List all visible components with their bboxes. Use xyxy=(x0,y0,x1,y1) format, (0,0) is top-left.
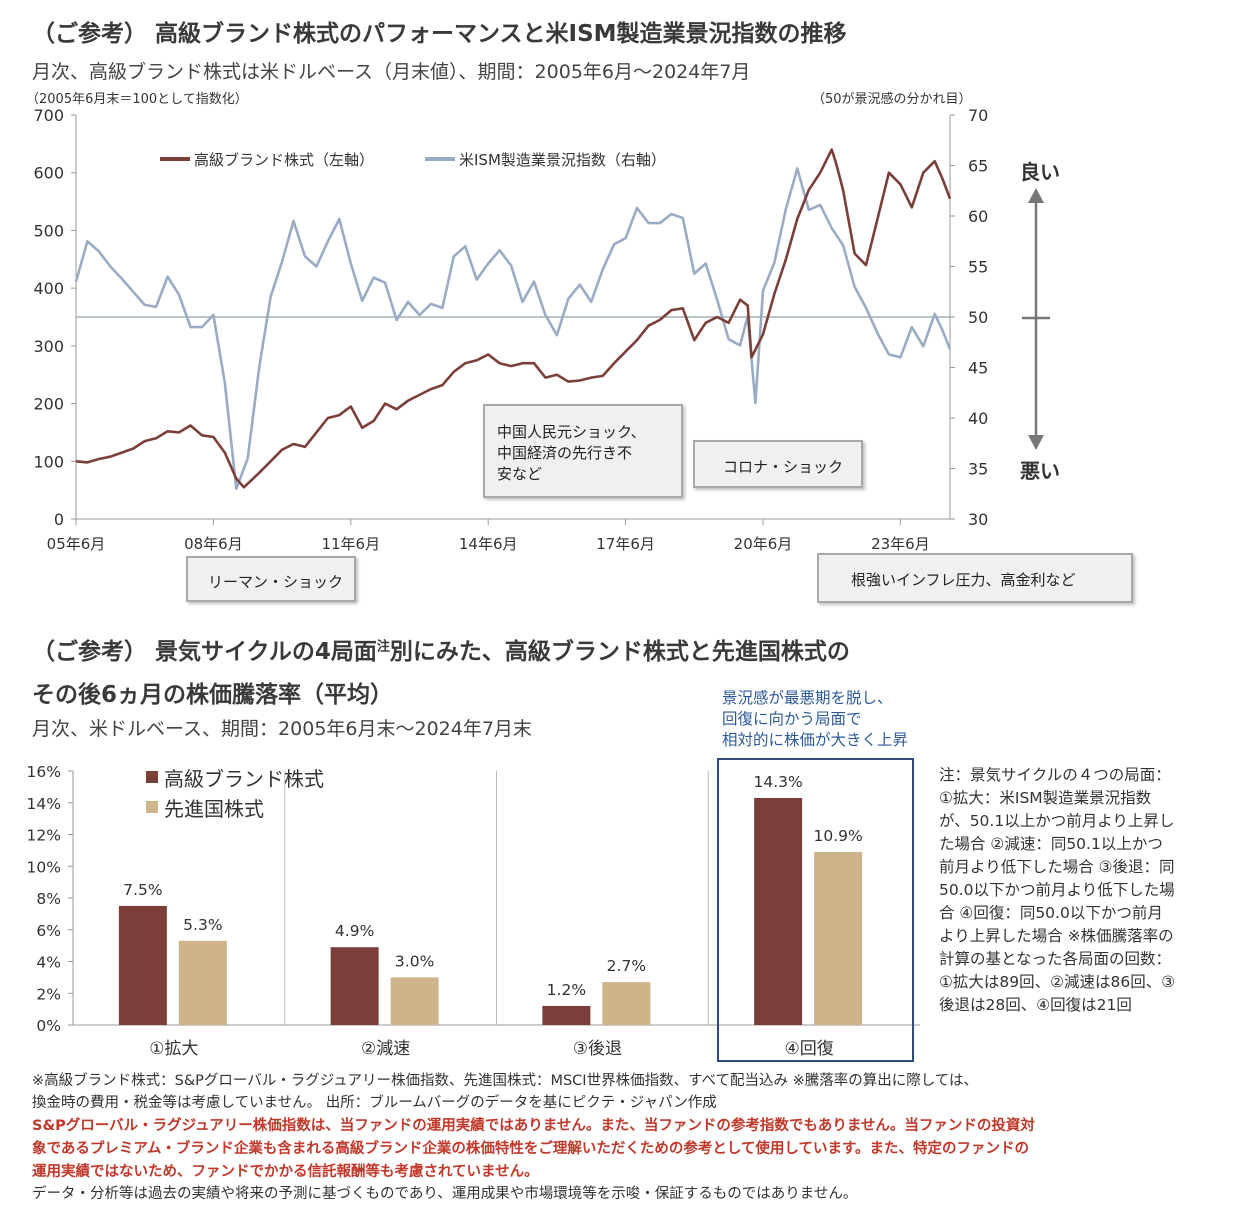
x-tick-label: 05年6月 xyxy=(47,535,106,553)
y-tick-label: 8% xyxy=(36,890,61,908)
annotation-inflation: 根強いインフレ圧力、高金利など xyxy=(817,553,1133,603)
chart2-title-line1: （ご参考） 景気サイクルの4局面注別にみた、高級ブランド株式と先進国株式の xyxy=(32,632,850,666)
y-tick-label: 6% xyxy=(36,922,61,940)
legend-label-developed-bar: 先進国株式 xyxy=(164,797,264,821)
y-right-tick-label: 30 xyxy=(968,510,988,529)
y-tick-label: 12% xyxy=(27,827,61,845)
legend-swatch-developed-bar xyxy=(146,801,158,813)
annotation-corona-text: コロナ・ショック xyxy=(723,458,844,476)
y-tick-label: 10% xyxy=(27,858,61,876)
annotation-china: 中国人民元ショック、 中国経済の先行き不 安など xyxy=(483,404,683,498)
annotation-corona: コロナ・ショック xyxy=(693,440,863,488)
bar-value-label: 5.3% xyxy=(183,916,222,934)
y-tick-label: 4% xyxy=(36,954,61,972)
y-left-tick-label: 100 xyxy=(33,452,64,471)
chart2-subtitle: 月次、米ドルベース、期間：2005年6月末～2024年7月末 xyxy=(32,718,532,740)
y-right-tick-label: 70 xyxy=(968,106,988,125)
chart2-title-a: （ご参考） 景気サイクルの4局面 xyxy=(32,639,377,665)
annotation-china-line: 中国経済の先行き不 xyxy=(497,444,633,462)
footer-disclaimer-red1: S&Pグローバル・ラグジュアリー株価指数は、当ファンドの運用実績ではありません。… xyxy=(32,1118,1035,1134)
bar xyxy=(118,905,167,1025)
y-right-tick-label: 60 xyxy=(968,207,988,226)
y-right-tick-label: 50 xyxy=(968,308,988,327)
right-axis-note: （50が景況感の分かれ目） xyxy=(812,92,972,107)
y-right-tick-label: 65 xyxy=(968,157,988,176)
bar xyxy=(602,982,651,1025)
series-line-luxury xyxy=(75,148,952,489)
y-tick-label: 14% xyxy=(27,795,61,813)
bar-value-label: 3.0% xyxy=(395,952,434,970)
category-label: ②減速 xyxy=(361,1039,410,1059)
footer-disclaimer-red3: 運用実績ではないため、ファンドでかかる信託報酬等も考慮されていません。 xyxy=(32,1164,539,1180)
bad-label: 悪い xyxy=(1020,459,1060,483)
y-left-tick-label: 400 xyxy=(33,279,64,298)
bar xyxy=(178,940,227,1025)
y-tick-label: 16% xyxy=(27,763,61,781)
bar-value-label: 2.7% xyxy=(607,957,646,975)
legend-label-luxury-bar: 高級ブランド株式 xyxy=(164,767,324,791)
highlight-caption-line: 景況感が最悪期を脱し、 xyxy=(722,689,893,707)
legend-swatch-luxury-bar xyxy=(146,771,158,783)
category-label: ①拡大 xyxy=(149,1039,198,1059)
x-tick-label: 11年6月 xyxy=(321,535,380,553)
x-tick-label: 14年6月 xyxy=(459,535,518,553)
annotation-lehman-text: リーマン・ショック xyxy=(208,573,344,591)
x-tick-label: 08年6月 xyxy=(184,535,243,553)
annotation-china-line: 安など xyxy=(497,465,543,483)
footer-disclaimer-red2: 象であるプレミアム・ブランド企業も含まれる高級ブランド企業の株価特性をご理解いた… xyxy=(32,1141,1030,1157)
bar xyxy=(390,977,439,1025)
good-bad-arrow xyxy=(1022,188,1050,450)
bar-value-label: 4.9% xyxy=(335,922,374,940)
chart2-title-b: 別にみた、高級ブランド株式と先進国株式の xyxy=(389,639,850,665)
annotation-lehman: リーマン・ショック xyxy=(186,556,356,602)
bar-value-label: 1.2% xyxy=(547,981,586,999)
y-right-tick-label: 40 xyxy=(968,409,988,428)
bar xyxy=(330,947,379,1025)
y-left-tick-label: 0 xyxy=(54,510,64,529)
bar xyxy=(542,1005,591,1025)
chart2-note: 注：景気サイクルの４つの局面：①拡大：米ISM製造業景況指数が、50.1以上かつ… xyxy=(939,766,1176,1014)
legend-label-luxury: 高級ブランド株式（左軸） xyxy=(194,151,374,169)
y-left-tick-label: 200 xyxy=(33,395,64,414)
good-label: 良い xyxy=(1020,160,1060,184)
series-line-ism xyxy=(74,167,952,491)
y-tick-label: 0% xyxy=(36,1017,61,1035)
y-left-tick-label: 700 xyxy=(33,106,64,125)
bar-value-label: 7.5% xyxy=(123,881,162,899)
highlight-caption: 景況感が最悪期を脱し、 回復に向かう局面で 相対的に株価が大きく上昇 xyxy=(722,688,908,751)
legend-label-ism: 米ISM製造業景況指数（右軸） xyxy=(459,151,666,169)
highlight-caption-line: 回復に向かう局面で xyxy=(722,710,862,728)
x-tick-label: 17年6月 xyxy=(596,535,655,553)
chart1-title: （ご参考） 高級ブランド株式のパフォーマンスと米ISM製造業景況指数の推移 xyxy=(32,21,847,47)
line-chart: 0 100 200 300 400 500 600 700 30 35 40 45 50 55 60 65 70… xyxy=(33,106,1050,553)
left-axis-note: （2005年6月末＝100として指数化） xyxy=(26,92,248,107)
y-right-tick-label: 45 xyxy=(968,359,988,378)
y-right-tick-label: 35 xyxy=(968,460,988,479)
category-label: ③後退 xyxy=(573,1039,622,1059)
chart1-subtitle: 月次、高級ブランド株式は米ドルベース（月末値）、期間：2005年6月～2024年… xyxy=(32,61,751,83)
y-right-tick-label: 55 xyxy=(968,258,988,277)
footer-disclaimer: データ・分析等は過去の実績や将来の予測に基づくものであり、運用成果や市場環境等を… xyxy=(32,1186,858,1202)
y-left-tick-label: 500 xyxy=(33,221,64,240)
annotation-inflation-text: 根強いインフレ圧力、高金利など xyxy=(851,571,1076,589)
footer-source-line2: 換金時の費用・税金等は考慮していません。 出所：ブルームバーグのデータを基にピク… xyxy=(32,1095,717,1111)
x-tick-label: 20年6月 xyxy=(734,535,793,553)
x-tick-label: 23年6月 xyxy=(871,535,930,553)
y-left-tick-label: 300 xyxy=(33,337,64,356)
annotation-china-line: 中国人民元ショック、 xyxy=(497,423,646,441)
y-tick-label: 2% xyxy=(36,985,61,1003)
recovery-highlight-box xyxy=(717,758,914,1062)
y-left-tick-label: 600 xyxy=(33,164,64,183)
footer-source-line1: ※高級ブランド株式：S&Pグローバル・ラグジュアリー株価指数、先進国株式：MSC… xyxy=(32,1073,979,1089)
highlight-caption-line: 相対的に株価が大きく上昇 xyxy=(722,731,909,749)
chart2-title-line2: その後6ヵ月の株価騰落率（平均） xyxy=(32,682,394,708)
chart2-title-sup: 注 xyxy=(376,639,390,655)
